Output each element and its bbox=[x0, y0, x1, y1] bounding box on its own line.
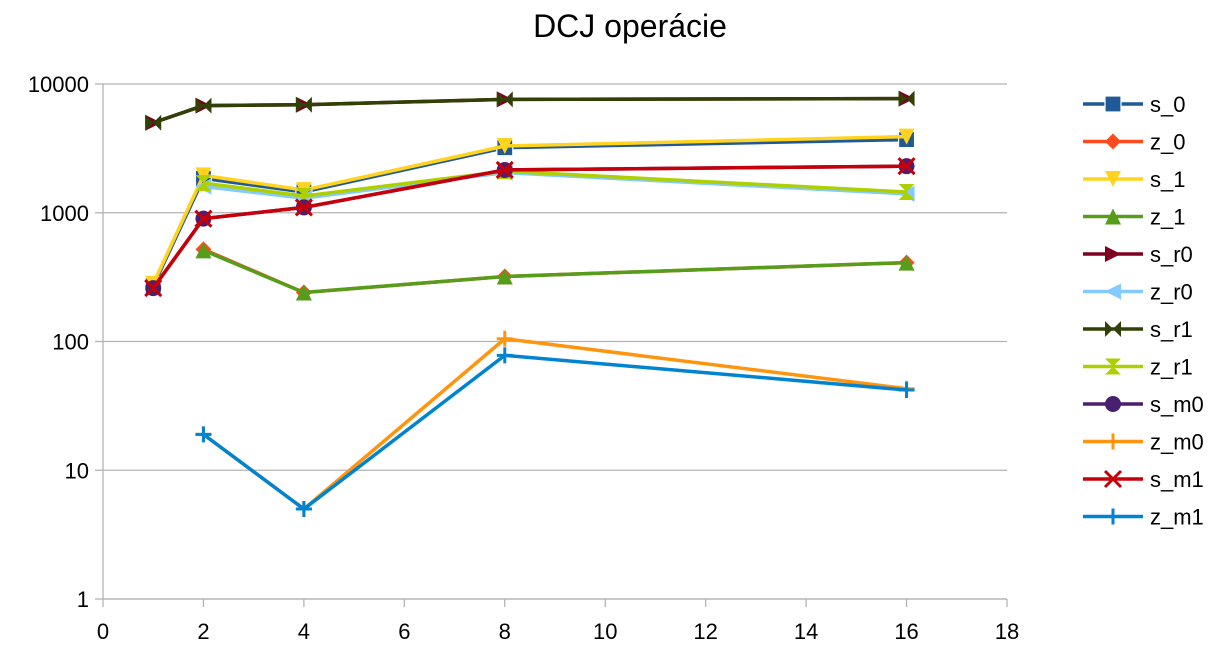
legend-swatch-marker bbox=[1105, 358, 1121, 375]
series-line bbox=[202, 247, 907, 295]
series-layer bbox=[144, 90, 916, 518]
legend-item-s-m0: s_m0 bbox=[1083, 392, 1204, 417]
y-tick-label: 10 bbox=[65, 458, 89, 483]
data-point bbox=[898, 254, 915, 271]
legend-swatch-marker bbox=[1105, 133, 1121, 150]
data-point bbox=[194, 209, 213, 228]
series-line bbox=[203, 169, 907, 198]
legend-label: s_0 bbox=[1150, 92, 1185, 117]
x-tick-label: 16 bbox=[894, 619, 918, 644]
legend-label: s_m0 bbox=[1150, 392, 1204, 417]
x-tick-label: 14 bbox=[794, 619, 818, 644]
data-point bbox=[195, 175, 212, 192]
data-point bbox=[295, 501, 312, 518]
legend-item-s-r1: s_r1 bbox=[1083, 317, 1193, 342]
chart-title: DCJ operácie bbox=[533, 8, 727, 44]
x-tick-label: 10 bbox=[593, 619, 617, 644]
legend-item-s-0: s_0 bbox=[1083, 92, 1185, 117]
data-point bbox=[295, 187, 312, 204]
series-s-r0 bbox=[145, 90, 915, 131]
legend: s_0 z_0 s_1 z_1 s_r0 z_r0 s_r1 z_r1 s_m0 z_m0 s_m1… bbox=[1083, 92, 1204, 530]
legend-item-z-1: z_1 bbox=[1083, 205, 1185, 230]
data-point bbox=[295, 284, 312, 301]
data-point bbox=[496, 347, 513, 364]
data-point bbox=[144, 279, 163, 298]
series-s-r1 bbox=[145, 90, 915, 131]
legend-swatch-marker bbox=[1105, 246, 1121, 262]
legend-label: z_r1 bbox=[1150, 355, 1193, 380]
data-point bbox=[898, 128, 915, 145]
legend-item-z-r1: z_r1 bbox=[1083, 355, 1193, 380]
x-tick-label: 2 bbox=[197, 619, 209, 644]
data-point bbox=[195, 97, 212, 114]
legend-label: s_1 bbox=[1150, 167, 1185, 192]
legend-item-z-m0: z_m0 bbox=[1083, 430, 1204, 455]
x-tick-label: 18 bbox=[995, 619, 1019, 644]
legend-item-s-r0: s_r0 bbox=[1083, 242, 1193, 267]
legend-swatch-marker bbox=[1105, 433, 1121, 450]
data-point bbox=[496, 330, 513, 347]
legend-swatch-marker bbox=[1105, 396, 1121, 412]
data-point bbox=[295, 96, 312, 113]
legend-item-z-0: z_0 bbox=[1083, 130, 1185, 155]
legend-label: z_m0 bbox=[1150, 430, 1204, 455]
series-line bbox=[202, 248, 907, 295]
series-line bbox=[152, 96, 907, 125]
axes: 1 10 100 1000 10000 0 2 4 6 8 10 12 14 16 18 bbox=[28, 72, 1019, 644]
data-point bbox=[294, 198, 313, 217]
data-point bbox=[145, 114, 162, 131]
legend-label: s_m1 bbox=[1150, 467, 1204, 492]
data-point bbox=[495, 160, 514, 180]
x-tick-label: 0 bbox=[97, 619, 109, 644]
x-tick-label: 4 bbox=[298, 619, 310, 644]
legend-item-z-r0: z_r0 bbox=[1083, 280, 1193, 305]
legend-item-z-m1: z_m1 bbox=[1083, 505, 1204, 530]
y-tick-label: 1 bbox=[77, 587, 89, 612]
legend-item-s-1: s_1 bbox=[1083, 167, 1185, 192]
data-point bbox=[898, 90, 915, 107]
legend-swatch-marker bbox=[1105, 283, 1121, 300]
legend-swatch-marker bbox=[1105, 508, 1121, 525]
x-tick-label: 8 bbox=[499, 619, 511, 644]
data-point bbox=[496, 268, 513, 285]
y-tick-label: 100 bbox=[52, 330, 89, 355]
x-tick-label: 6 bbox=[398, 619, 410, 644]
data-point bbox=[496, 137, 513, 154]
legend-item-s-m1: s_m1 bbox=[1083, 467, 1204, 492]
legend-swatch-marker bbox=[1104, 95, 1122, 113]
data-point bbox=[898, 382, 915, 399]
series-z-m1 bbox=[195, 347, 915, 518]
legend-swatch-marker bbox=[1105, 171, 1121, 187]
data-point bbox=[195, 242, 212, 259]
legend-swatch-marker bbox=[1105, 208, 1121, 225]
series-line bbox=[152, 96, 907, 125]
data-point bbox=[195, 426, 212, 443]
legend-label: s_r1 bbox=[1150, 317, 1193, 342]
y-tick-label: 1000 bbox=[40, 201, 89, 226]
legend-swatch-marker bbox=[1103, 469, 1123, 489]
y-tick-label: 10000 bbox=[28, 72, 89, 97]
legend-swatch-marker bbox=[1105, 321, 1121, 337]
x-tick-label: 12 bbox=[693, 619, 717, 644]
legend-label: z_0 bbox=[1150, 130, 1185, 155]
series-line bbox=[202, 337, 907, 511]
data-point bbox=[898, 183, 915, 200]
series-z-1 bbox=[195, 242, 915, 301]
gridlines bbox=[103, 83, 1007, 600]
legend-label: z_r0 bbox=[1150, 280, 1193, 305]
series-s-m1 bbox=[144, 157, 916, 298]
legend-label: z_m1 bbox=[1150, 505, 1204, 530]
legend-label: z_1 bbox=[1150, 205, 1185, 230]
series-line bbox=[202, 353, 907, 511]
data-point bbox=[496, 91, 513, 108]
data-point bbox=[897, 157, 916, 176]
legend-label: s_r0 bbox=[1150, 242, 1193, 267]
